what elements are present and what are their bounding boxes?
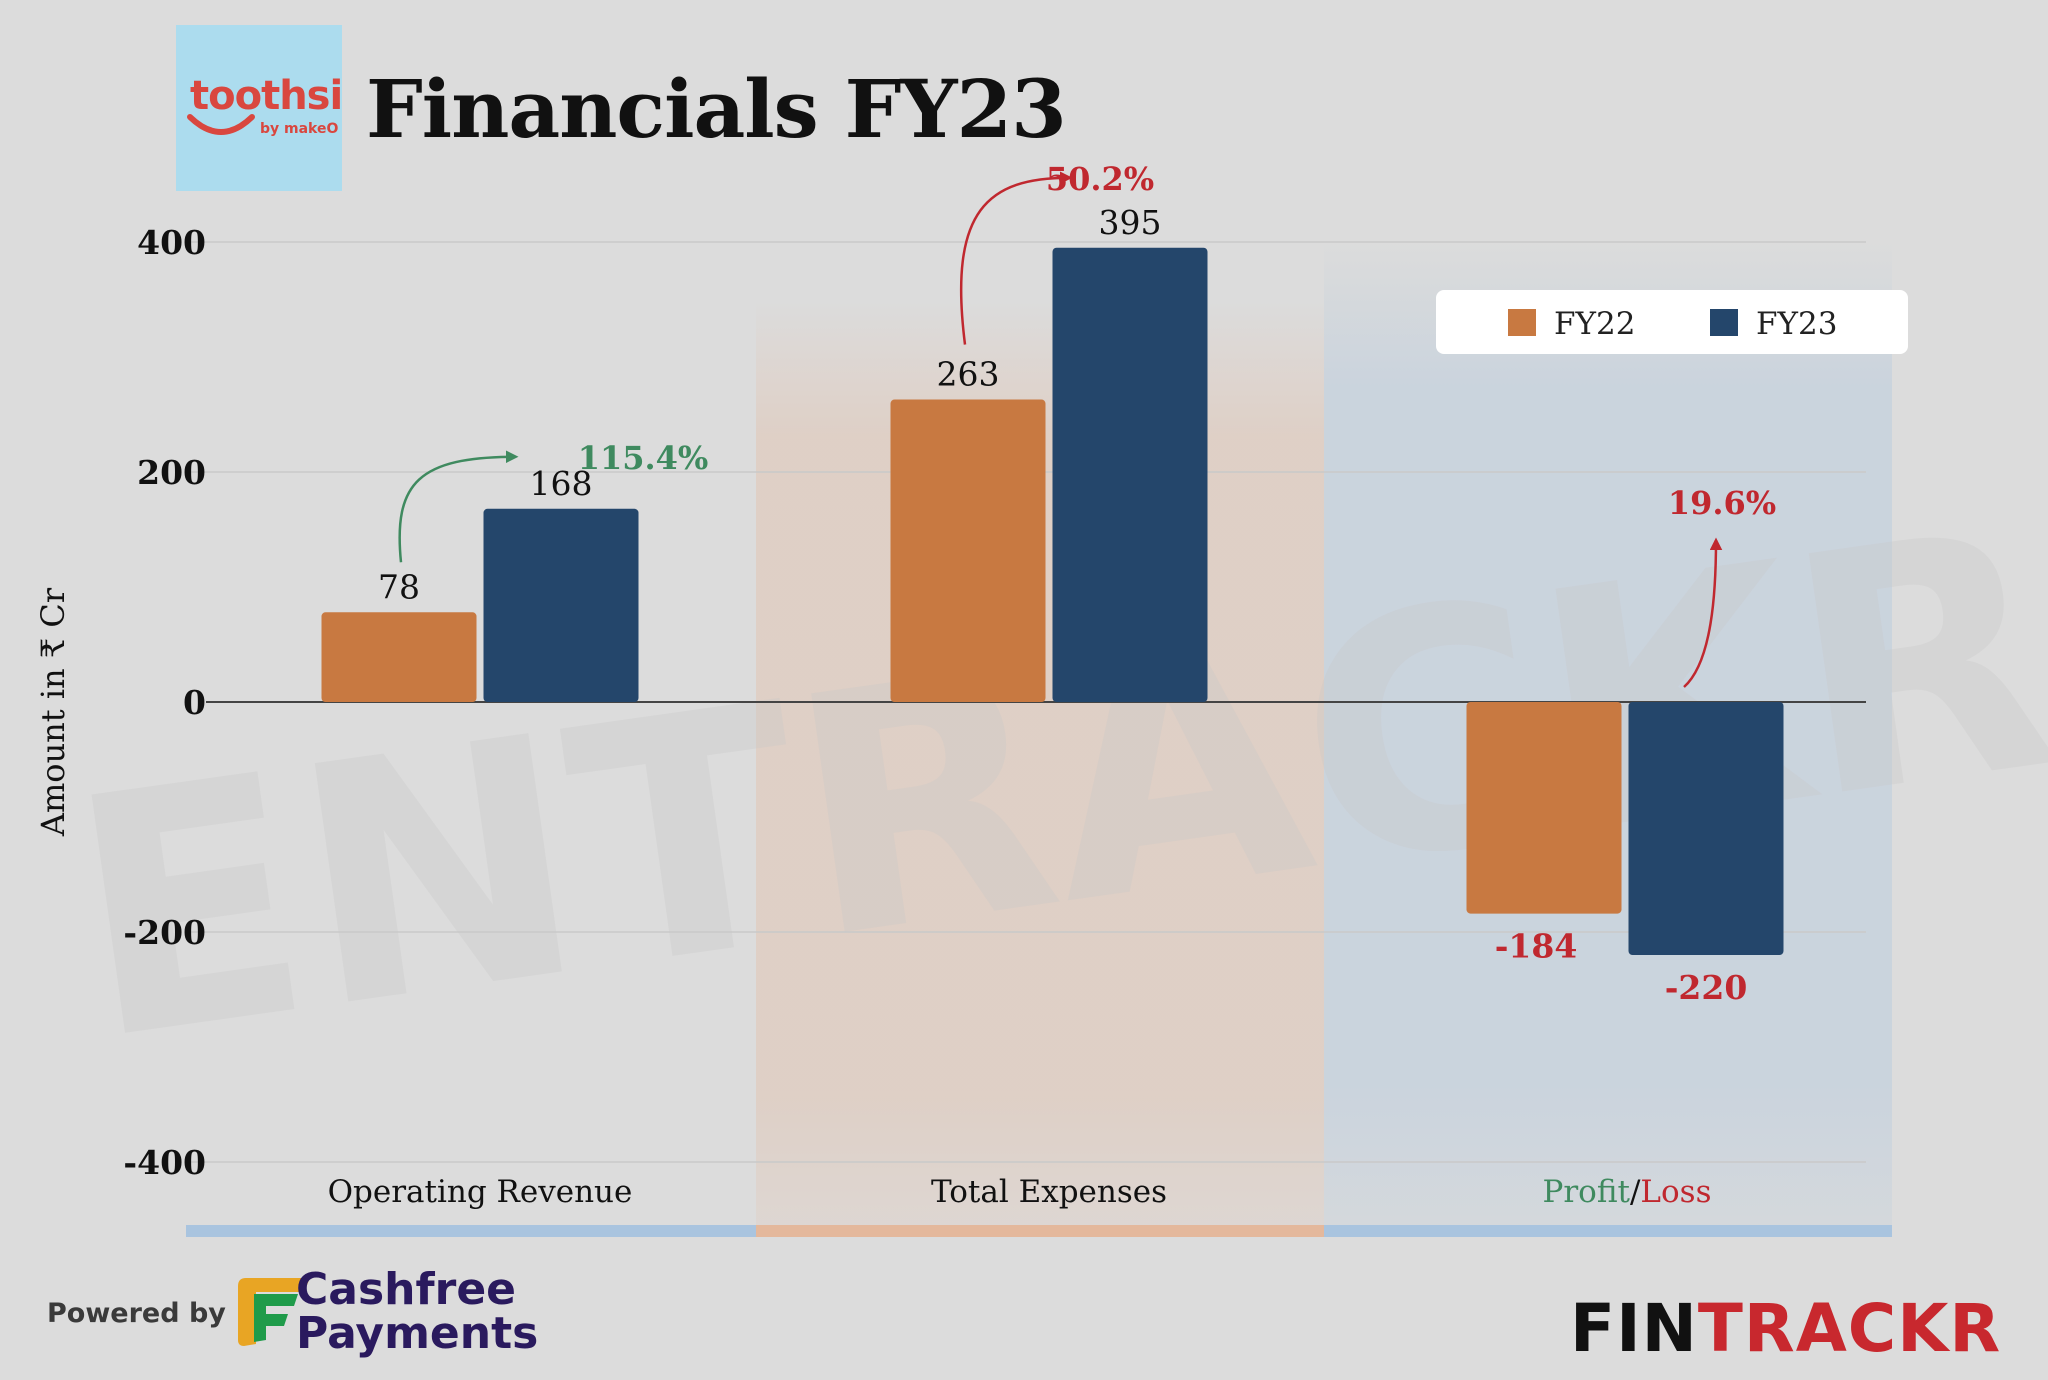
data-label: 78	[378, 567, 420, 606]
cashfree-line1: Cashfree	[296, 1264, 517, 1315]
growth-arrow	[1683, 537, 1723, 688]
data-label: -220	[1665, 968, 1748, 1007]
bar-fy22	[890, 399, 1046, 702]
growth-label: 50.2%	[1046, 160, 1154, 198]
y-axis-label: Amount in ₹ Cr	[34, 587, 72, 837]
bar-fy22	[321, 612, 477, 702]
powered-by-label: Powered by	[47, 1298, 226, 1329]
fintrackr-part2: TRACKR	[1697, 1290, 2002, 1367]
category-strip-profit	[1324, 1225, 1892, 1237]
x-category-label-part: Loss	[1640, 1174, 1711, 1210]
x-category-label: Profit/Loss	[1542, 1174, 1711, 1210]
data-label: 263	[937, 355, 1000, 394]
legend-label: FY22	[1554, 306, 1635, 342]
category-strip-revenue	[186, 1225, 756, 1237]
y-tick-label: -400	[123, 1143, 206, 1182]
cashfree-icon	[238, 1278, 310, 1346]
smile-icon	[187, 114, 255, 135]
data-label: 168	[530, 464, 593, 503]
fintrackr-part1: FIN	[1570, 1290, 1698, 1367]
data-label: -184	[1495, 927, 1578, 966]
y-tick-label: 400	[137, 223, 206, 262]
x-category-label: Total Expenses	[931, 1174, 1167, 1210]
toothsi-logo: toothsi by makeO	[176, 25, 343, 191]
bar-fy23	[483, 508, 639, 702]
growth-arrow	[959, 171, 1073, 345]
cashfree-wordmark: Cashfree Payments	[296, 1268, 538, 1356]
bar-fy23	[1628, 702, 1784, 955]
legend-swatch-fy22	[1508, 309, 1536, 336]
growth-arrow	[398, 450, 519, 563]
y-tick-label: -200	[123, 913, 206, 952]
legend-swatch-fy23	[1710, 309, 1738, 336]
x-category-label: Operating Revenue	[328, 1174, 633, 1210]
category-strip-expenses	[756, 1225, 1324, 1237]
bar-fy22	[1466, 702, 1622, 914]
growth-label: 115.4%	[578, 439, 709, 477]
logo-wordmark: toothsi	[190, 73, 343, 119]
legend-box	[1436, 290, 1908, 354]
x-category-label-part: /	[1630, 1174, 1641, 1210]
y-tick-label: 0	[183, 683, 206, 722]
growth-label: 19.6%	[1668, 484, 1776, 522]
fintrackr-logo: FINTRACKR	[1570, 1290, 2001, 1367]
logo-subtitle: by makeO	[260, 121, 339, 137]
legend-label: FY23	[1756, 306, 1837, 342]
y-tick-label: 200	[137, 453, 206, 492]
x-category-label-part: Profit	[1542, 1174, 1630, 1210]
chart-title: Financials FY23	[366, 62, 1067, 156]
data-label: 395	[1099, 203, 1162, 242]
cashfree-line2: Payments	[296, 1308, 539, 1359]
bar-fy23	[1052, 247, 1208, 702]
